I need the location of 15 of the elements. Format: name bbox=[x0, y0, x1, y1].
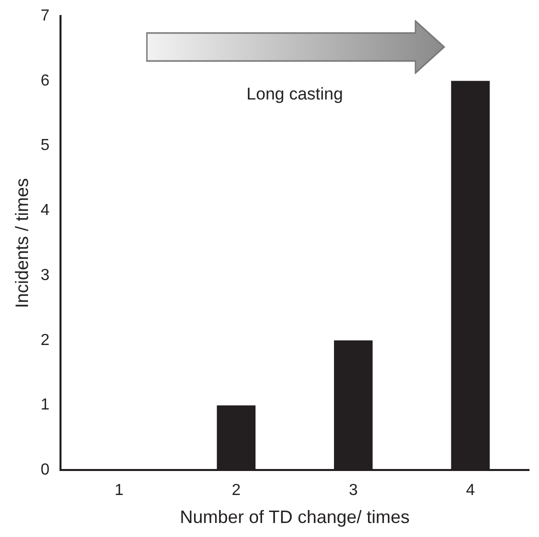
y-tick-label: 6 bbox=[40, 72, 50, 90]
x-tick-label: 2 bbox=[232, 482, 241, 500]
x-tick-label: 1 bbox=[114, 482, 124, 500]
annotation: Long casting bbox=[246, 84, 343, 104]
y-tick-label: 4 bbox=[40, 202, 50, 220]
y-tick-label: 2 bbox=[40, 332, 50, 349]
x-axis-title: Number of TD change/ times bbox=[180, 507, 410, 528]
x-tick-label: 4 bbox=[466, 482, 475, 500]
x-tick-label: 3 bbox=[348, 482, 358, 500]
y-tick-label: 7 bbox=[40, 7, 50, 24]
y-tick-label: 0 bbox=[40, 462, 50, 479]
y-tick-label: 5 bbox=[40, 137, 50, 154]
y-tick-label: 3 bbox=[40, 266, 50, 284]
y-axis-title: Incidents / times bbox=[12, 178, 32, 308]
y-tick-label: 1 bbox=[40, 396, 50, 414]
